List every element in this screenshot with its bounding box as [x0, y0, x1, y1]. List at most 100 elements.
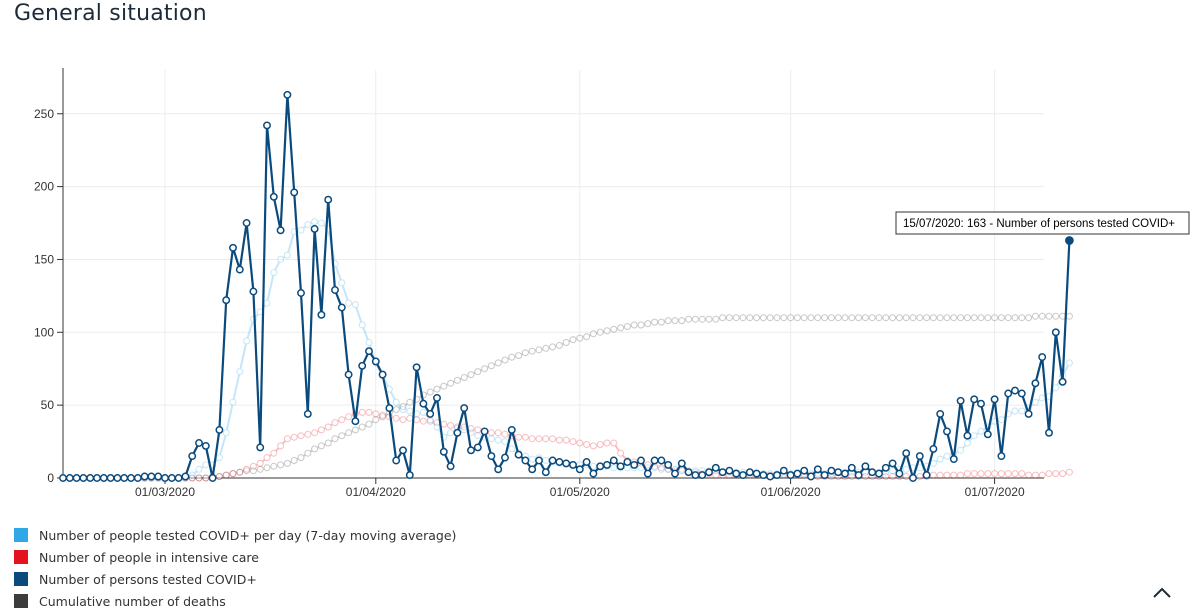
data-point[interactable] [243, 467, 251, 475]
data-point[interactable] [229, 243, 237, 252]
data-point[interactable] [208, 474, 217, 482]
data-point[interactable] [433, 423, 441, 431]
data-point[interactable] [657, 465, 665, 473]
data-point[interactable] [977, 470, 985, 478]
data-point[interactable] [229, 470, 237, 478]
data-point[interactable] [909, 314, 917, 322]
data-point[interactable] [1011, 407, 1019, 415]
data-point[interactable] [528, 347, 536, 355]
data-point[interactable] [875, 469, 883, 478]
data-point[interactable] [521, 433, 529, 441]
data-point[interactable] [997, 452, 1006, 461]
data-point[interactable] [79, 474, 88, 482]
data-point[interactable] [780, 314, 788, 322]
data-point[interactable] [1031, 398, 1039, 406]
data-point[interactable] [59, 474, 67, 482]
data-point[interactable] [834, 314, 842, 322]
data-point[interactable] [297, 454, 305, 462]
data-point[interactable] [99, 474, 108, 482]
data-point[interactable] [1031, 312, 1039, 320]
data-point[interactable] [290, 188, 299, 197]
data-point[interactable] [269, 192, 278, 201]
data-point[interactable] [304, 449, 312, 457]
data-point[interactable] [406, 407, 414, 415]
data-point[interactable] [337, 303, 346, 312]
data-point[interactable] [528, 435, 536, 443]
data-point[interactable] [711, 463, 720, 472]
data-point[interactable] [188, 474, 196, 482]
data-point[interactable] [970, 470, 978, 478]
data-point[interactable] [188, 452, 197, 461]
data-point[interactable] [671, 317, 679, 325]
data-point[interactable] [372, 410, 380, 418]
data-point[interactable] [882, 314, 890, 322]
data-point[interactable] [541, 468, 550, 477]
data-point[interactable] [1018, 470, 1026, 478]
data-point[interactable] [358, 321, 366, 329]
data-point[interactable] [956, 396, 965, 405]
data-point[interactable] [507, 425, 516, 434]
data-point[interactable] [963, 439, 971, 447]
data-point[interactable] [848, 314, 856, 322]
data-point[interactable] [630, 321, 638, 329]
data-point[interactable] [290, 433, 298, 441]
data-point[interactable] [515, 433, 523, 441]
data-point[interactable] [127, 474, 135, 482]
data-point[interactable] [310, 224, 319, 233]
data-point[interactable] [562, 459, 571, 468]
data-point[interactable] [460, 404, 469, 413]
data-point[interactable] [481, 365, 489, 373]
data-point[interactable] [617, 324, 625, 332]
data-point[interactable] [603, 460, 611, 469]
data-point[interactable] [385, 385, 393, 393]
data-point[interactable] [957, 314, 965, 322]
data-point[interactable] [936, 409, 945, 418]
data-point[interactable] [609, 456, 618, 465]
data-point[interactable] [957, 446, 965, 454]
data-point[interactable] [848, 473, 856, 480]
data-point[interactable] [575, 465, 584, 474]
data-point[interactable] [331, 435, 339, 443]
data-point[interactable] [419, 399, 428, 408]
data-point[interactable] [372, 416, 380, 424]
data-point[interactable] [263, 299, 271, 307]
data-point[interactable] [283, 251, 291, 259]
data-point[interactable] [889, 467, 897, 475]
data-point[interactable] [371, 357, 380, 366]
data-point[interactable] [324, 423, 332, 431]
data-point[interactable] [855, 314, 863, 322]
data-point[interactable] [779, 466, 788, 475]
data-point[interactable] [943, 314, 951, 322]
data-point[interactable] [344, 370, 353, 379]
data-point[interactable] [311, 218, 319, 226]
data-point[interactable] [542, 435, 550, 443]
data-point[interactable] [657, 456, 666, 465]
data-point[interactable] [345, 429, 353, 437]
data-point[interactable] [841, 469, 849, 478]
data-point[interactable] [630, 460, 639, 469]
data-point[interactable] [854, 471, 863, 480]
data-point[interactable] [787, 314, 795, 322]
data-point[interactable] [793, 469, 802, 478]
data-point[interactable] [984, 314, 992, 322]
data-point[interactable] [664, 460, 673, 469]
data-point[interactable] [970, 314, 978, 322]
data-point[interactable] [603, 327, 611, 335]
data-point[interactable] [766, 314, 774, 322]
data-point[interactable] [1024, 409, 1033, 418]
series-line[interactable] [63, 93, 1071, 480]
data-point[interactable] [773, 471, 781, 480]
data-point[interactable] [936, 455, 944, 463]
data-point[interactable] [657, 318, 665, 326]
data-point[interactable] [881, 463, 890, 472]
data-point[interactable] [555, 436, 563, 444]
data-point[interactable] [725, 314, 733, 322]
data-point[interactable] [174, 474, 183, 482]
data-point[interactable] [746, 314, 754, 322]
data-point[interactable] [201, 441, 210, 450]
data-point[interactable] [793, 314, 801, 322]
data-point[interactable] [950, 314, 958, 322]
data-point[interactable] [719, 314, 727, 322]
data-point[interactable] [1018, 407, 1026, 415]
data-point[interactable] [467, 371, 475, 379]
